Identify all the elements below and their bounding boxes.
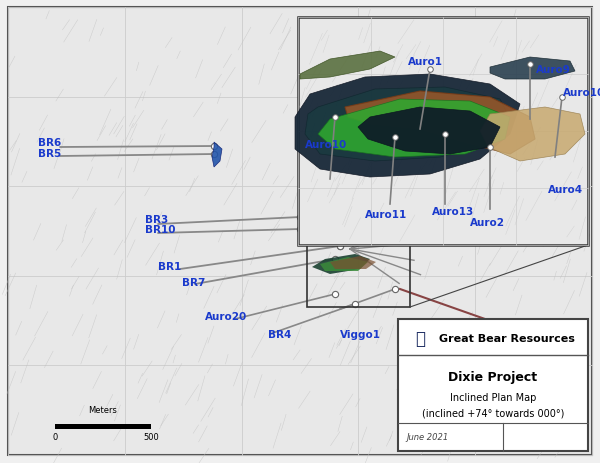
Text: Auro11: Auro11 [365, 210, 407, 219]
Text: 500: 500 [143, 432, 159, 441]
Bar [55, 424, 151, 429]
Text: (inclined +74° towards 000°): (inclined +74° towards 000°) [422, 408, 564, 418]
Polygon shape [318, 100, 510, 158]
Polygon shape [345, 92, 535, 155]
Text: Auro10: Auro10 [305, 140, 347, 150]
Polygon shape [480, 108, 585, 162]
Text: BR5: BR5 [38, 149, 61, 159]
Polygon shape [330, 257, 376, 269]
Text: Auro9: Auro9 [536, 65, 571, 75]
Bar [298, 18, 588, 245]
Text: BR7: BR7 [182, 277, 205, 288]
Text: Viggo1: Viggo1 [340, 329, 381, 339]
Text: Dixie Project: Dixie Project [448, 371, 538, 384]
Text: Meters: Meters [89, 405, 118, 414]
Polygon shape [312, 255, 370, 275]
Text: Auro10a: Auro10a [563, 88, 600, 98]
Text: BR4: BR4 [268, 329, 292, 339]
Text: BR6: BR6 [38, 138, 61, 148]
Polygon shape [320, 257, 368, 271]
Bar [307, 232, 410, 307]
Polygon shape [305, 88, 510, 162]
Text: Auro2: Auro2 [470, 218, 505, 227]
Bar [398, 319, 588, 451]
Text: Auro13: Auro13 [432, 206, 474, 217]
Text: BR1: BR1 [158, 262, 181, 271]
Text: Auro20: Auro20 [205, 311, 247, 321]
Text: BR3: BR3 [145, 214, 168, 225]
Polygon shape [358, 108, 500, 155]
Text: BR10: BR10 [145, 225, 176, 234]
Text: June 2021: June 2021 [406, 432, 448, 442]
Polygon shape [295, 75, 520, 178]
Text: Great Bear Resources: Great Bear Resources [439, 333, 575, 343]
Polygon shape [212, 143, 222, 168]
Text: Inclined Plan Map: Inclined Plan Map [450, 392, 536, 402]
Polygon shape [490, 58, 575, 80]
Text: 🐾: 🐾 [415, 329, 425, 347]
Text: Auro1: Auro1 [408, 57, 443, 67]
Text: 0: 0 [52, 432, 58, 441]
Text: Auro4: Auro4 [548, 185, 583, 194]
Polygon shape [300, 52, 395, 80]
